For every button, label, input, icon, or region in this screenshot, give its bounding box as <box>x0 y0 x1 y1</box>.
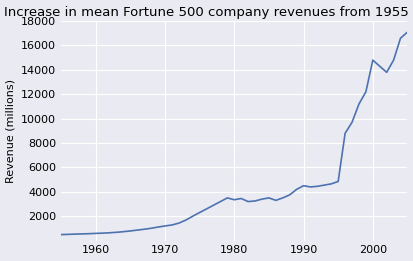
Y-axis label: Revenue (millions): Revenue (millions) <box>5 79 16 183</box>
Title: Increase in mean Fortune 500 company revenues from 1955 to 2005: Increase in mean Fortune 500 company rev… <box>4 5 413 19</box>
